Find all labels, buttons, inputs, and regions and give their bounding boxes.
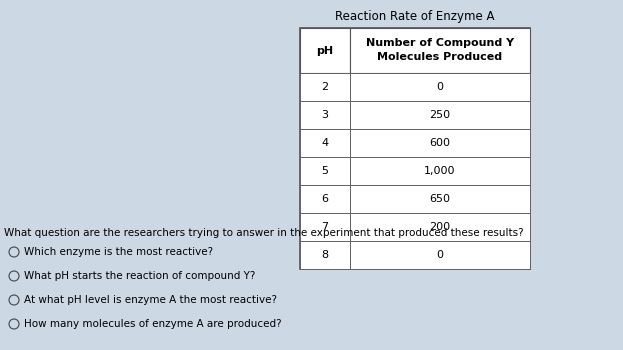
Text: 200: 200 <box>429 222 450 232</box>
Bar <box>300 185 350 213</box>
Bar <box>350 73 530 101</box>
Text: 7: 7 <box>321 222 328 232</box>
Text: 0: 0 <box>437 82 444 92</box>
Text: 250: 250 <box>429 110 450 120</box>
Text: What pH starts the reaction of compound Y?: What pH starts the reaction of compound … <box>24 271 255 281</box>
Bar <box>350 129 530 157</box>
Bar <box>300 157 350 185</box>
Text: 650: 650 <box>429 194 450 204</box>
Bar <box>300 129 350 157</box>
Text: At what pH level is enzyme A the most reactive?: At what pH level is enzyme A the most re… <box>24 295 277 305</box>
Bar <box>300 241 350 269</box>
Bar <box>350 157 530 185</box>
Text: 5: 5 <box>321 166 328 176</box>
Text: 1,000: 1,000 <box>424 166 456 176</box>
Text: 6: 6 <box>321 194 328 204</box>
Bar <box>300 101 350 129</box>
Text: 2: 2 <box>321 82 328 92</box>
Bar <box>300 213 350 241</box>
Bar <box>300 28 530 269</box>
Text: Number of Compound Y
Molecules Produced: Number of Compound Y Molecules Produced <box>366 38 514 63</box>
Bar <box>300 73 350 101</box>
Bar <box>350 185 530 213</box>
Text: 0: 0 <box>437 250 444 260</box>
Text: 4: 4 <box>321 138 328 148</box>
Text: pH: pH <box>316 46 333 56</box>
Bar <box>300 28 350 73</box>
Text: What question are the researchers trying to answer in the experiment that produc: What question are the researchers trying… <box>4 228 523 238</box>
Text: 8: 8 <box>321 250 328 260</box>
Text: Which enzyme is the most reactive?: Which enzyme is the most reactive? <box>24 247 213 257</box>
Bar <box>350 101 530 129</box>
Text: 600: 600 <box>429 138 450 148</box>
Text: 3: 3 <box>321 110 328 120</box>
Bar <box>350 28 530 73</box>
Text: Reaction Rate of Enzyme A: Reaction Rate of Enzyme A <box>335 10 495 23</box>
Bar <box>350 213 530 241</box>
Text: How many molecules of enzyme A are produced?: How many molecules of enzyme A are produ… <box>24 319 282 329</box>
Bar <box>350 241 530 269</box>
